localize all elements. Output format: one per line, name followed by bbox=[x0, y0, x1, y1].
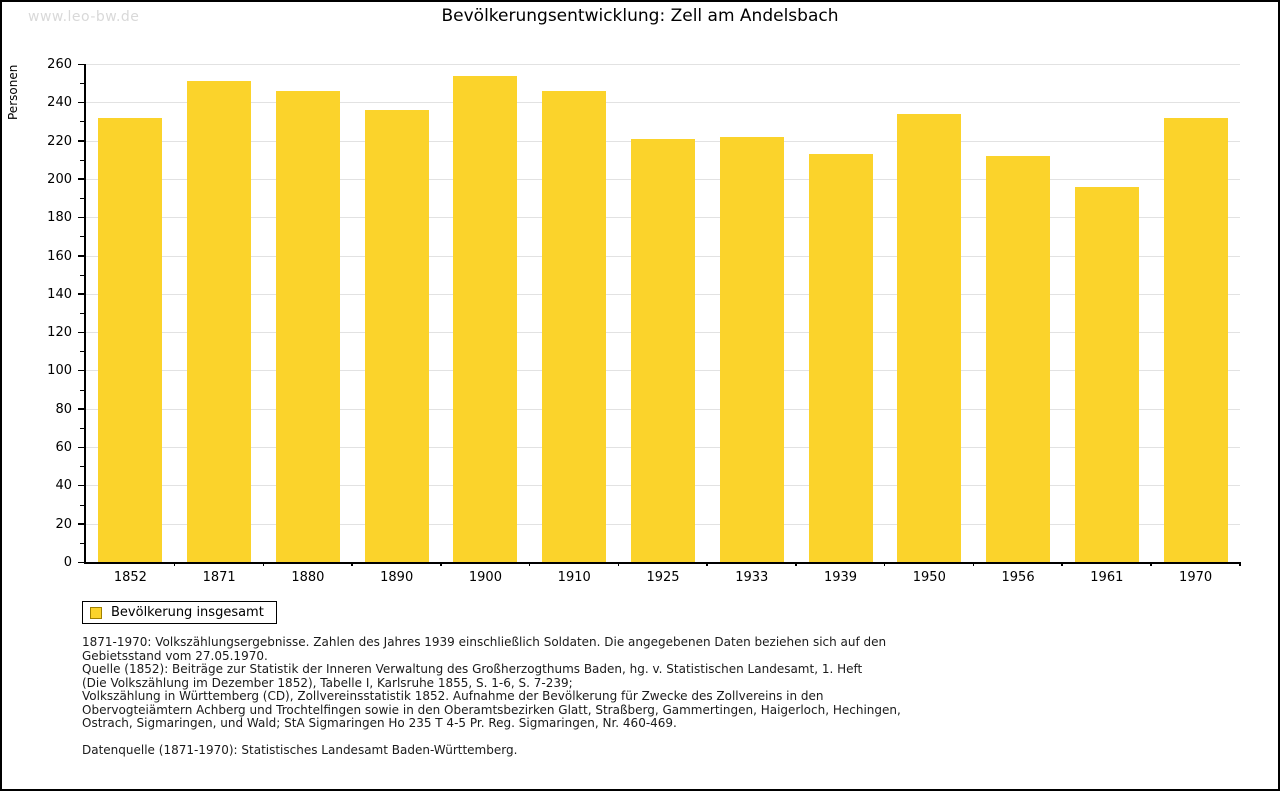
bar bbox=[542, 90, 607, 562]
y-axis-tick bbox=[78, 216, 84, 219]
footnote-line: Gebietsstand vom 27.05.1970. bbox=[82, 648, 268, 663]
y-axis-tick-label: 120 bbox=[47, 325, 72, 341]
y-axis-tick-label: 60 bbox=[55, 440, 72, 456]
y-axis-tick-label: 40 bbox=[55, 478, 72, 494]
x-axis-tick-label: 1871 bbox=[202, 570, 236, 585]
y-axis-tick-label: 180 bbox=[47, 210, 72, 226]
y-axis-tick-label: 80 bbox=[55, 401, 72, 417]
y-axis-tick bbox=[78, 484, 84, 487]
y-axis-tick bbox=[78, 255, 84, 257]
y-axis-tick-label: 200 bbox=[47, 171, 72, 187]
watermark-leo-bw: www.leo-bw.de bbox=[28, 9, 140, 25]
y-axis-tick bbox=[78, 140, 84, 142]
y-axis-tick bbox=[78, 331, 84, 334]
y-axis-minor-tick bbox=[80, 351, 84, 353]
x-axis-tick bbox=[528, 562, 531, 566]
x-axis-tick-label: 1852 bbox=[113, 570, 147, 585]
x-axis-tick bbox=[173, 562, 176, 566]
x-axis-tick-label: 1880 bbox=[291, 570, 325, 585]
x-axis-tick-label: 1900 bbox=[468, 570, 502, 585]
y-axis-tick bbox=[78, 408, 84, 410]
bar bbox=[808, 154, 873, 562]
gridline bbox=[86, 102, 1240, 104]
y-axis-minor-tick bbox=[80, 427, 84, 429]
footnote-block: 1871-1970: Volkszählungsergebnisse. Zahl… bbox=[82, 635, 1222, 731]
y-axis-tick bbox=[78, 293, 84, 295]
x-axis-tick-label: 1956 bbox=[1001, 570, 1035, 585]
legend-box: Bevölkerung insgesamt bbox=[82, 601, 277, 624]
legend-label: Bevölkerung insgesamt bbox=[111, 605, 264, 620]
y-axis-tick-label: 0 bbox=[63, 555, 72, 570]
x-axis-tick-label: 1890 bbox=[380, 570, 414, 585]
chart-title: Bevölkerungsentwicklung: Zell am Andelsb… bbox=[441, 6, 839, 26]
bar bbox=[719, 136, 784, 562]
y-axis-tick-label: 100 bbox=[47, 363, 72, 379]
y-axis-title: Personen bbox=[6, 64, 20, 120]
bar bbox=[187, 81, 252, 562]
bar bbox=[631, 138, 695, 562]
footnote-line: 1871-1970: Volkszählungsergebnisse. Zahl… bbox=[82, 635, 887, 649]
x-axis-tick bbox=[706, 562, 708, 566]
x-axis-tick bbox=[1150, 562, 1152, 566]
footnote-line: (Die Volkszählung im Dezember 1852), Tab… bbox=[82, 675, 573, 690]
bar bbox=[98, 117, 163, 562]
y-axis-tick-label: 160 bbox=[47, 248, 72, 264]
x-axis-tick bbox=[795, 562, 797, 566]
y-axis-tick bbox=[78, 523, 84, 525]
y-axis-minor-tick bbox=[80, 198, 84, 200]
datasource-line: Datenquelle (1871-1970): Statistisches L… bbox=[82, 743, 518, 757]
y-axis-tick-label: 240 bbox=[47, 95, 72, 111]
x-axis-tick-label: 1970 bbox=[1179, 570, 1213, 585]
footnote-line: Ostrach, Sigmaringen, und Wald; StA Sigm… bbox=[82, 716, 677, 730]
y-axis-tick bbox=[78, 101, 84, 104]
x-axis-tick-label: 1950 bbox=[912, 570, 946, 585]
y-axis-tick-label: 260 bbox=[47, 57, 72, 72]
bar bbox=[1074, 186, 1139, 562]
x-axis-tick bbox=[883, 562, 886, 566]
y-axis-minor-tick bbox=[80, 504, 84, 506]
bar bbox=[275, 90, 340, 562]
y-axis-tick bbox=[78, 63, 84, 65]
y-axis-minor-tick bbox=[80, 542, 84, 544]
y-axis-minor-tick bbox=[80, 389, 84, 391]
x-axis-tick bbox=[262, 562, 265, 566]
x-axis-tick bbox=[351, 562, 353, 566]
footnote-line: Volkszählung in Württemberg (CD), Zollve… bbox=[82, 689, 824, 703]
bar bbox=[986, 155, 1051, 562]
y-axis-minor-tick bbox=[80, 236, 84, 238]
bar bbox=[453, 75, 518, 562]
y-axis-tick bbox=[78, 446, 84, 449]
footnote-line: Obervogteiämtern Achberg und Trochtelfin… bbox=[82, 702, 901, 717]
y-axis-tick bbox=[78, 178, 84, 180]
x-axis-tick-label: 1910 bbox=[557, 570, 591, 585]
plot-area: 0 20 40 60 80 100 120 140 160 180 200 220 240 260 1852… bbox=[47, 57, 1241, 585]
legend-swatch-icon bbox=[90, 606, 102, 619]
x-axis-tick bbox=[440, 562, 442, 566]
x-axis-tick-label: 1961 bbox=[1090, 570, 1124, 585]
y-axis-minor-tick bbox=[80, 121, 84, 123]
y-axis-tick-label: 20 bbox=[55, 516, 72, 532]
y-axis-minor-tick bbox=[80, 274, 84, 276]
x-axis-tick-label: 1939 bbox=[823, 570, 858, 585]
y-axis-tick-label: 140 bbox=[47, 286, 72, 302]
gridline bbox=[86, 64, 1240, 65]
x-axis-tick-label: 1933 bbox=[735, 570, 769, 585]
x-axis-tick-label: 1925 bbox=[646, 570, 680, 585]
y-axis-tick-label: 220 bbox=[47, 133, 72, 149]
x-axis-tick bbox=[1061, 562, 1063, 566]
footnote-line: Quelle (1852): Beiträge zur Statistik de… bbox=[82, 662, 863, 676]
bar bbox=[364, 109, 429, 562]
x-axis-tick bbox=[1239, 562, 1241, 566]
y-axis-minor-tick bbox=[80, 159, 84, 161]
x-axis-tick bbox=[972, 562, 975, 566]
y-axis-minor-tick bbox=[80, 83, 84, 85]
bar bbox=[897, 113, 962, 562]
bar bbox=[1163, 117, 1228, 562]
y-axis-minor-tick bbox=[80, 313, 84, 314]
y-axis-minor-tick bbox=[80, 466, 84, 468]
y-axis-tick bbox=[78, 369, 84, 372]
x-axis-tick bbox=[617, 562, 620, 566]
y-axis-tick bbox=[78, 561, 84, 563]
